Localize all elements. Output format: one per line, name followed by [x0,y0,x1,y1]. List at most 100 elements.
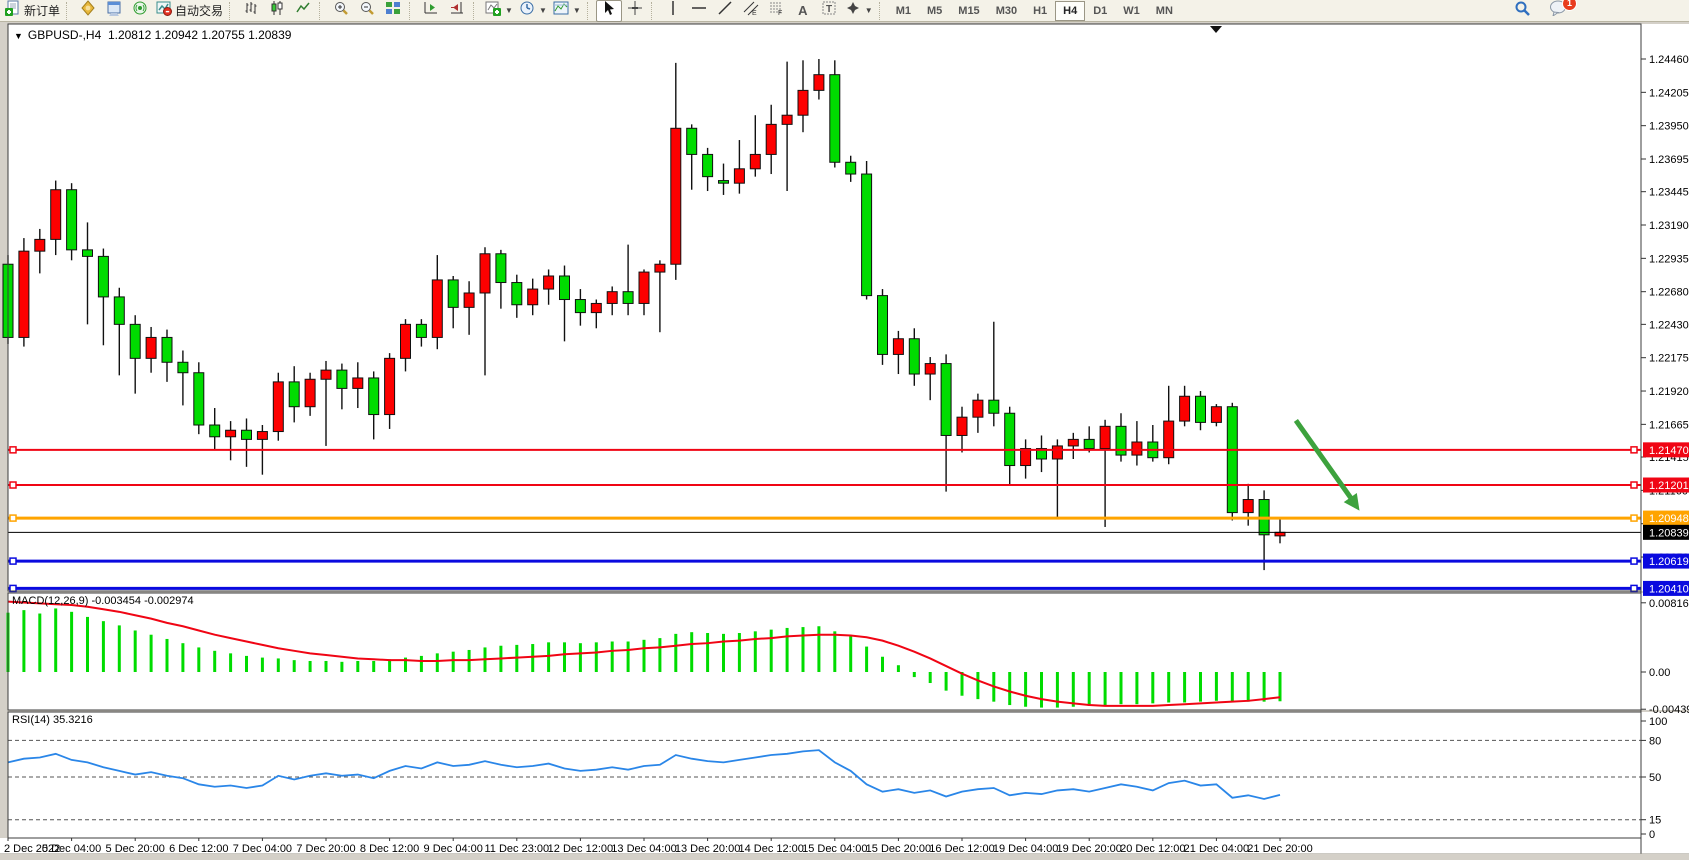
crosshair-button[interactable] [622,0,648,22]
candle-up[interactable] [256,431,268,440]
candle-up[interactable] [670,127,682,265]
candle-down[interactable] [1004,412,1016,467]
candle-down[interactable] [511,282,523,306]
candle-down[interactable] [574,299,586,314]
candle-up[interactable] [606,291,618,304]
line-chart-button[interactable] [290,0,316,22]
candle-up[interactable] [813,74,825,91]
bar-chart-button[interactable] [238,0,264,22]
candle-up[interactable] [479,253,491,294]
candle-down[interactable] [1083,438,1095,450]
candle-up[interactable] [781,114,793,125]
candle-down[interactable] [908,338,920,375]
candle-down[interactable] [861,173,873,297]
candle-up[interactable] [924,363,936,375]
candle-up[interactable] [972,399,984,418]
candle-down[interactable] [845,161,857,175]
chart-shift-button[interactable] [444,0,470,22]
candle-down[interactable] [940,363,952,436]
trendline-button[interactable] [712,0,738,22]
candle-down[interactable] [209,424,221,438]
hline-1.21470[interactable] [8,446,1641,454]
candle-down[interactable] [161,336,173,363]
candle-down[interactable] [1195,395,1206,423]
timeframe-M5[interactable]: M5 [927,4,943,17]
timeframe-M1[interactable]: M1 [895,4,911,17]
candle-up[interactable] [400,323,411,359]
tile-windows-button[interactable] [380,0,406,22]
candle-down[interactable] [415,323,427,338]
candle-up[interactable] [463,292,475,308]
symbol-dropdown-icon[interactable]: ▼ [14,31,23,41]
candle-up[interactable] [18,250,30,338]
periods-button[interactable]: ▼ [516,0,550,22]
candlestick-button[interactable] [264,0,290,22]
timeframe-W1[interactable]: W1 [1123,4,1140,17]
text-button[interactable]: A [790,0,816,22]
templates-button[interactable]: ▼ [550,0,584,22]
candle-up[interactable] [892,338,904,355]
candle-down[interactable] [1226,406,1238,514]
hline-1.21201[interactable] [8,481,1641,489]
candle-up[interactable] [320,369,332,380]
candle-down[interactable] [1036,448,1047,460]
candle-down[interactable] [988,399,1000,414]
candle-up[interactable] [352,377,364,389]
open-window-button[interactable] [101,0,127,22]
candle-down[interactable] [702,153,714,178]
text-label-button[interactable]: T [816,0,842,22]
new-order-button[interactable]: 新订单 [2,0,63,22]
search-button[interactable] [1509,0,1535,22]
candle-up[interactable] [654,263,666,273]
chart-profile-button[interactable] [75,0,101,22]
hline-1.20948[interactable] [8,514,1641,522]
fibonacci-button[interactable]: F [764,0,790,22]
zoom-out-button[interactable] [354,0,380,22]
chart-window[interactable]: 1.24460 1.24205 1.23950 1.23695 1.23445 1.231… [0,22,1689,860]
candle-down[interactable] [177,361,189,374]
zoom-in-button[interactable] [328,0,354,22]
candle-up[interactable] [34,238,46,252]
candle-up[interactable] [1163,420,1175,459]
candle-down[interactable] [495,253,507,284]
candle-up[interactable] [527,288,539,306]
timeframe-M30[interactable]: M30 [995,4,1018,17]
candle-up[interactable] [431,279,443,338]
candle-down[interactable] [66,189,78,251]
channel-button[interactable]: E [738,0,764,22]
candle-up[interactable] [304,378,316,408]
candle-down[interactable] [82,249,93,257]
candle-up[interactable] [797,89,809,116]
horizontal-line-button[interactable] [686,0,712,22]
arrow-annotation[interactable] [1293,418,1360,511]
candle-down[interactable] [193,372,205,426]
candle-down[interactable] [1115,425,1127,456]
vertical-line-button[interactable] [660,0,686,22]
signal-service-button[interactable] [127,0,153,22]
candle-up[interactable] [384,357,396,416]
candle-up[interactable] [1242,499,1254,514]
timeframe-H1[interactable]: H1 [1033,4,1048,17]
candle-down[interactable] [113,296,125,325]
hline-1.20619[interactable] [8,557,1641,565]
cursor-button[interactable] [595,0,622,22]
candle-up[interactable] [1051,445,1063,460]
candle-up[interactable] [1099,425,1111,450]
arrows-button[interactable]: ▼ [842,0,876,22]
candle-down[interactable] [97,255,109,298]
candle-down[interactable] [877,295,888,355]
candle-down[interactable] [241,429,252,440]
candle-up[interactable] [1131,441,1143,456]
auto-trading-button[interactable]: 自动交易 [153,0,226,22]
candle-up[interactable] [145,336,157,359]
candle-up[interactable] [1179,395,1191,422]
candle-up[interactable] [272,381,284,433]
timeframe-D1[interactable]: D1 [1093,4,1108,17]
candle-down[interactable] [559,275,570,301]
candle-up[interactable] [543,275,555,290]
candle-down[interactable] [718,180,729,184]
candle-up[interactable] [1274,531,1286,537]
candle-down[interactable] [622,291,634,304]
candle-up[interactable] [749,153,761,170]
